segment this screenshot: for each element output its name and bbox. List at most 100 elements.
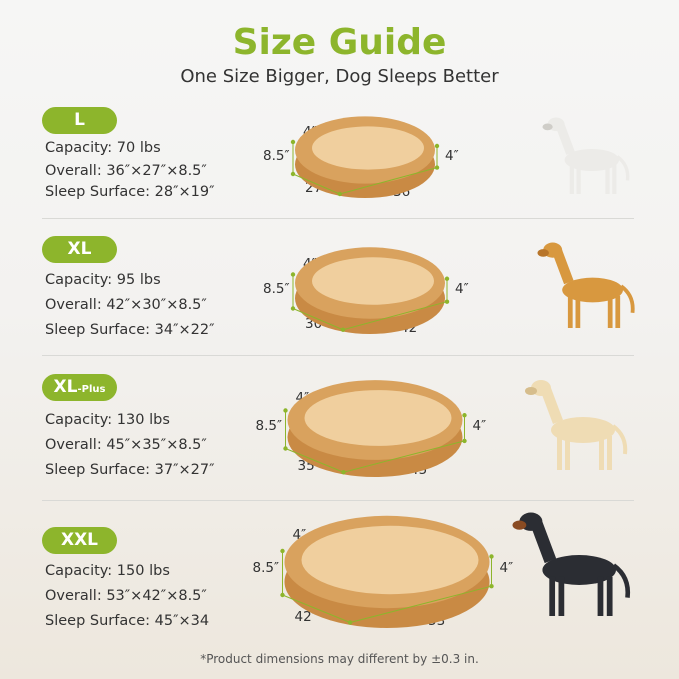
row-divider: [42, 355, 634, 356]
dimension-dot: [283, 446, 288, 451]
bed-cushion: [312, 257, 434, 305]
side-dim: 4″: [499, 560, 514, 576]
dog-leg: [565, 436, 570, 470]
dimension-dot: [341, 470, 346, 475]
height-dim: 8.5″: [263, 148, 290, 164]
dog-leg: [606, 576, 613, 616]
dimension-dot: [444, 276, 450, 281]
dog-leg: [576, 165, 581, 194]
dimension-dot: [489, 584, 494, 589]
dimension-dot: [434, 143, 440, 149]
dog-leg: [549, 576, 556, 616]
dimension-dot: [489, 554, 494, 559]
sleep-surface: Sleep Surface: 45″×34: [45, 613, 210, 629]
capacity-text: Capacity: 130 lbs: [45, 412, 170, 428]
height-dim: 8.5″: [252, 560, 280, 576]
size-badge: L: [42, 107, 117, 134]
dog-leg: [599, 436, 604, 470]
capacity-text: Capacity: 70 lbs: [45, 140, 161, 156]
row-divider: [42, 218, 634, 219]
size-suffix: -Plus: [77, 384, 106, 395]
bed-cushion: [304, 390, 452, 446]
dog-leg: [597, 576, 604, 616]
page-title: Size Guide: [232, 22, 447, 63]
capacity-text: Capacity: 95 lbs: [45, 272, 161, 288]
dimension-dot: [347, 620, 353, 625]
dog-muzzle: [537, 249, 549, 257]
dog-leg: [605, 165, 610, 194]
dog-leg: [558, 576, 565, 616]
dog-image: [537, 242, 635, 328]
length-line: [342, 301, 448, 331]
dimension-dot: [280, 548, 285, 554]
dimension-dot: [337, 191, 342, 197]
height-dim: 8.5″: [263, 281, 290, 297]
size-badge: XL-Plus: [42, 374, 117, 401]
size-label: L: [74, 110, 85, 130]
dog-leg: [575, 295, 581, 328]
dog-image: [512, 512, 631, 616]
overall-dimensions: Overall: 36″×27″×8.5″: [45, 163, 207, 179]
overall-dimensions: Overall: 45″×35″×8.5″: [45, 437, 207, 453]
bed-image: [280, 515, 494, 628]
bed-cushion: [301, 525, 479, 595]
dimension-dot: [290, 139, 296, 145]
sleep-surface: Sleep Surface: 37″×27″: [45, 462, 215, 478]
dog-muzzle: [525, 387, 537, 395]
dog-neck: [552, 250, 574, 285]
width-line: [285, 448, 344, 473]
dimension-dot: [340, 327, 346, 332]
side-dim: 4″: [472, 418, 487, 434]
length-line: [339, 167, 438, 195]
dimension-dot: [462, 438, 467, 444]
dimension-dot: [290, 272, 296, 277]
dog-leg: [615, 295, 621, 328]
sleep-surface: Sleep Surface: 28″×19″: [45, 184, 215, 200]
length-line: [349, 585, 492, 623]
dog-leg: [607, 295, 613, 328]
dog-leg: [607, 436, 612, 470]
length-line: [343, 440, 465, 473]
dimension-dot: [462, 413, 467, 418]
overall-dimensions: Overall: 42″×30″×8.5″: [45, 297, 207, 313]
bed-cushion: [312, 126, 424, 170]
dimension-dot: [290, 306, 296, 311]
side-dim: 4″: [455, 281, 469, 297]
sleep-surface: Sleep Surface: 34″×22″: [45, 322, 215, 338]
dog-muzzle: [512, 520, 527, 530]
size-label: XL: [67, 239, 92, 259]
page-subtitle: One Size Bigger, Dog Sleeps Better: [180, 66, 499, 87]
dog-tail: [616, 155, 630, 181]
dog-image: [525, 380, 628, 470]
dog-muzzle: [542, 123, 553, 131]
dimension-dot: [444, 299, 450, 304]
dimension-dot: [280, 592, 285, 598]
footnote: *Product dimensions may different by ±0.…: [200, 652, 479, 666]
size-label: XXL: [60, 530, 99, 550]
row-divider: [42, 500, 634, 501]
dog-leg: [557, 436, 562, 470]
height-dim: 8.5″: [255, 418, 283, 434]
capacity-text: Capacity: 150 lbs: [45, 563, 170, 579]
overall-dimensions: Overall: 53″×42″×8.5″: [45, 588, 207, 604]
dog-tail: [611, 424, 628, 455]
side-dim: 4″: [445, 148, 459, 164]
dog-leg: [569, 165, 574, 194]
bed-image: [283, 380, 467, 477]
dimension-dot: [434, 165, 440, 170]
dog-neck: [556, 124, 575, 155]
dog-tail: [612, 563, 631, 598]
dog-tail: [619, 284, 635, 314]
dog-neck: [541, 388, 563, 424]
width-line: [292, 173, 340, 195]
dimension-dot: [290, 171, 296, 177]
dog-leg: [567, 295, 573, 328]
dog-neck: [530, 521, 557, 564]
size-label: XL: [53, 377, 78, 397]
size-badge: XXL: [42, 527, 117, 554]
dog-leg: [612, 165, 617, 194]
size-badge: XL: [42, 236, 117, 263]
width-line: [282, 594, 351, 623]
bed-image: [290, 116, 440, 198]
